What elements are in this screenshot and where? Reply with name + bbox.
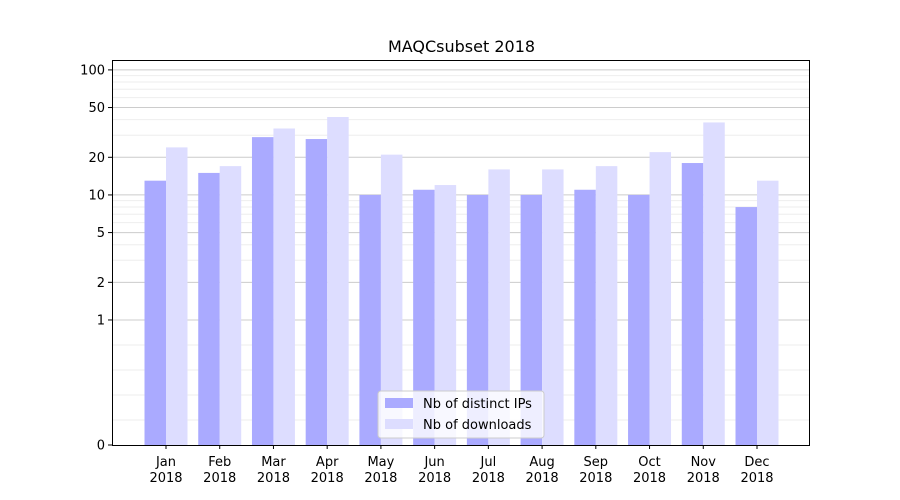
bar-downloads-mar bbox=[273, 128, 295, 446]
y-axis-ticks: 0 1 2 5 10 20 50 100 bbox=[80, 63, 112, 454]
x-tick-label-year: 2018 bbox=[472, 471, 505, 486]
bar-distinct-ips-sep bbox=[574, 189, 596, 445]
y-tick-label: 0 bbox=[97, 439, 105, 454]
bar-downloads-dec bbox=[757, 180, 779, 445]
x-tick-label-month: Aug bbox=[529, 455, 554, 470]
bar-downloads-nov bbox=[703, 122, 725, 445]
legend: Nb of distinct IPs Nb of downloads bbox=[377, 390, 545, 439]
y-tick-label: 1 bbox=[97, 313, 105, 328]
x-tick-label-year: 2018 bbox=[687, 471, 720, 486]
x-tick-label-year: 2018 bbox=[311, 471, 344, 486]
legend-box bbox=[377, 390, 545, 439]
y-tick-label: 10 bbox=[88, 188, 105, 203]
bar-downloads-may bbox=[380, 154, 403, 445]
x-tick-label-year: 2018 bbox=[149, 471, 182, 486]
x-tick-label-month: Jun bbox=[423, 455, 444, 470]
bar-distinct-ips-jun bbox=[413, 189, 435, 445]
bar-distinct-ips-may bbox=[359, 194, 381, 445]
bar-distinct-ips-apr bbox=[305, 139, 328, 445]
bar-distinct-ips-nov bbox=[681, 163, 704, 445]
x-tick-label-month: Nov bbox=[691, 455, 717, 470]
bar-distinct-ips-feb bbox=[198, 172, 220, 446]
x-tick-label-month: Dec bbox=[744, 455, 769, 470]
y-tick-label: 100 bbox=[80, 63, 105, 78]
x-tick-label-month: Oct bbox=[638, 455, 660, 470]
bar-downloads-aug bbox=[542, 169, 564, 445]
x-tick-label-year: 2018 bbox=[526, 471, 559, 486]
bar-downloads-apr bbox=[327, 117, 349, 445]
legend-label-downloads: Nb of downloads bbox=[423, 418, 532, 433]
x-tick-label-year: 2018 bbox=[633, 471, 666, 486]
x-tick-label-year: 2018 bbox=[257, 471, 290, 486]
bars bbox=[144, 117, 779, 446]
chart-title: MAQCsubset 2018 bbox=[388, 37, 535, 56]
legend-swatch-distinct-ips bbox=[385, 398, 413, 408]
bar-distinct-ips-jul bbox=[466, 194, 489, 445]
x-tick-label-year: 2018 bbox=[203, 471, 236, 486]
bar-downloads-jan bbox=[166, 147, 188, 445]
bar-distinct-ips-dec bbox=[735, 207, 757, 445]
x-tick-label-month: May bbox=[367, 455, 394, 470]
x-tick-label-month: Apr bbox=[316, 455, 339, 470]
bar-distinct-ips-aug bbox=[520, 194, 543, 445]
x-tick-label-month: Feb bbox=[208, 455, 231, 470]
y-tick-label: 20 bbox=[88, 151, 105, 166]
x-axis-ticks: Jan2018Feb2018Mar2018Apr2018May2018Jun20… bbox=[149, 445, 774, 486]
plot-frame bbox=[112, 60, 810, 446]
y-tick-label: 50 bbox=[88, 101, 105, 116]
bar-distinct-ips-mar bbox=[251, 137, 274, 445]
x-tick-label-year: 2018 bbox=[364, 471, 397, 486]
bar-distinct-ips-oct bbox=[628, 194, 650, 445]
x-tick-label-month: Sep bbox=[584, 455, 609, 470]
legend-label-distinct-ips: Nb of distinct IPs bbox=[423, 397, 532, 412]
bar-downloads-jul bbox=[488, 169, 510, 445]
bar-downloads-jun bbox=[434, 185, 457, 445]
bar-downloads-feb bbox=[219, 166, 242, 445]
x-tick-label-month: Jul bbox=[480, 455, 497, 470]
x-tick-label-month: Jan bbox=[155, 455, 176, 470]
x-tick-label-year: 2018 bbox=[579, 471, 612, 486]
bar-downloads-oct bbox=[649, 152, 672, 445]
y-tick-label: 2 bbox=[97, 276, 105, 291]
x-tick-label-year: 2018 bbox=[740, 471, 773, 486]
legend-swatch-downloads bbox=[385, 419, 413, 429]
x-tick-label-year: 2018 bbox=[418, 471, 451, 486]
bar-distinct-ips-jan bbox=[144, 180, 166, 445]
y-tick-label: 5 bbox=[97, 226, 105, 241]
x-tick-label-month: Mar bbox=[261, 455, 286, 470]
bar-downloads-sep bbox=[595, 166, 618, 445]
